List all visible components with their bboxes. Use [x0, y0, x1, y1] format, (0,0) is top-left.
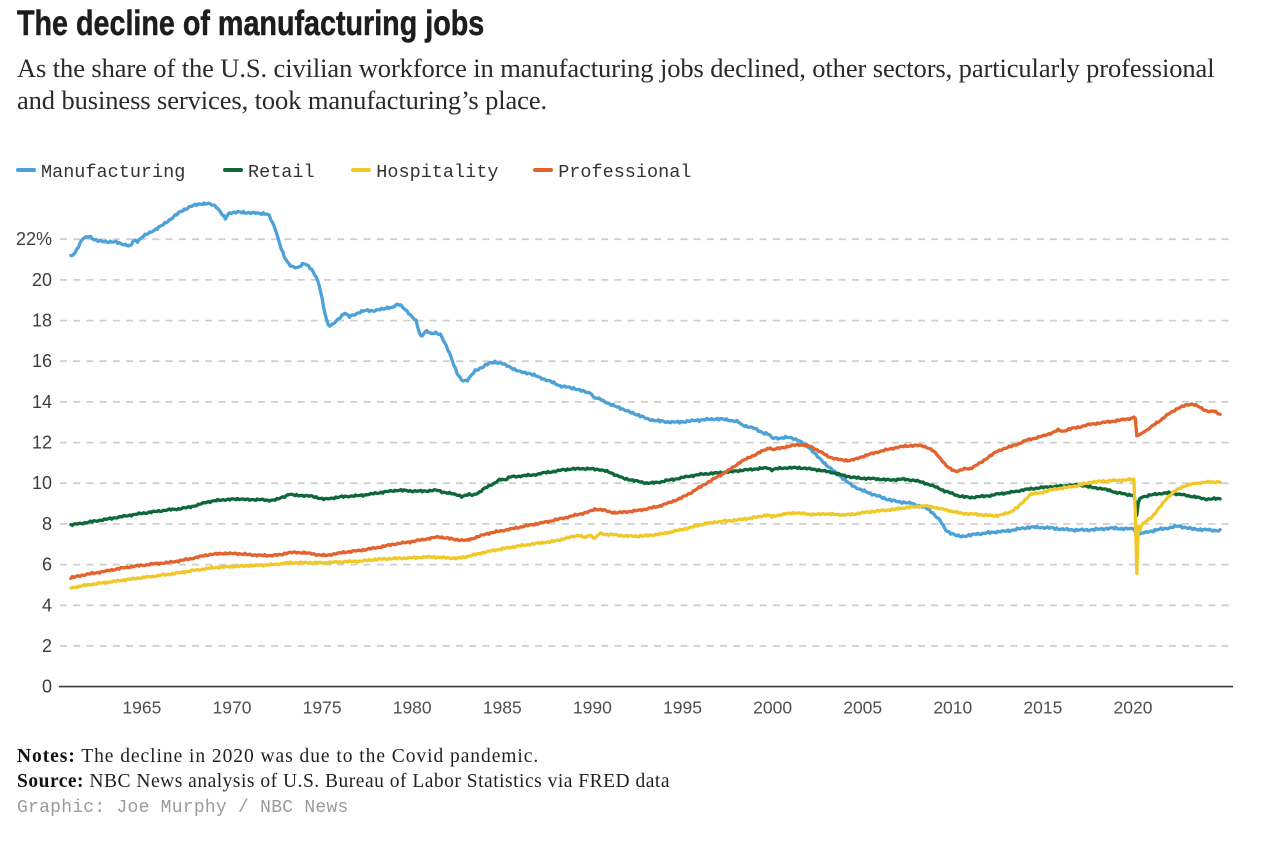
svg-text:2015: 2015 — [1023, 698, 1062, 718]
svg-text:22%: 22% — [16, 229, 52, 249]
svg-text:1990: 1990 — [573, 698, 612, 718]
svg-text:10: 10 — [32, 473, 52, 493]
svg-text:2010: 2010 — [933, 698, 972, 718]
svg-text:1985: 1985 — [483, 698, 522, 718]
svg-text:1995: 1995 — [663, 698, 702, 718]
svg-text:12: 12 — [32, 433, 52, 453]
svg-text:14: 14 — [32, 392, 52, 412]
svg-text:1965: 1965 — [122, 698, 161, 718]
svg-text:2005: 2005 — [843, 698, 882, 718]
svg-text:4: 4 — [42, 595, 52, 615]
svg-text:16: 16 — [32, 351, 52, 371]
svg-text:2020: 2020 — [1114, 698, 1153, 718]
svg-text:1975: 1975 — [303, 698, 342, 718]
svg-text:2000: 2000 — [753, 698, 792, 718]
svg-text:1980: 1980 — [393, 698, 432, 718]
svg-text:1970: 1970 — [213, 698, 252, 718]
svg-text:18: 18 — [32, 311, 52, 331]
svg-text:6: 6 — [42, 555, 52, 575]
svg-text:0: 0 — [42, 677, 52, 697]
svg-text:2: 2 — [42, 636, 52, 656]
svg-text:8: 8 — [42, 514, 52, 534]
svg-text:20: 20 — [32, 270, 52, 290]
